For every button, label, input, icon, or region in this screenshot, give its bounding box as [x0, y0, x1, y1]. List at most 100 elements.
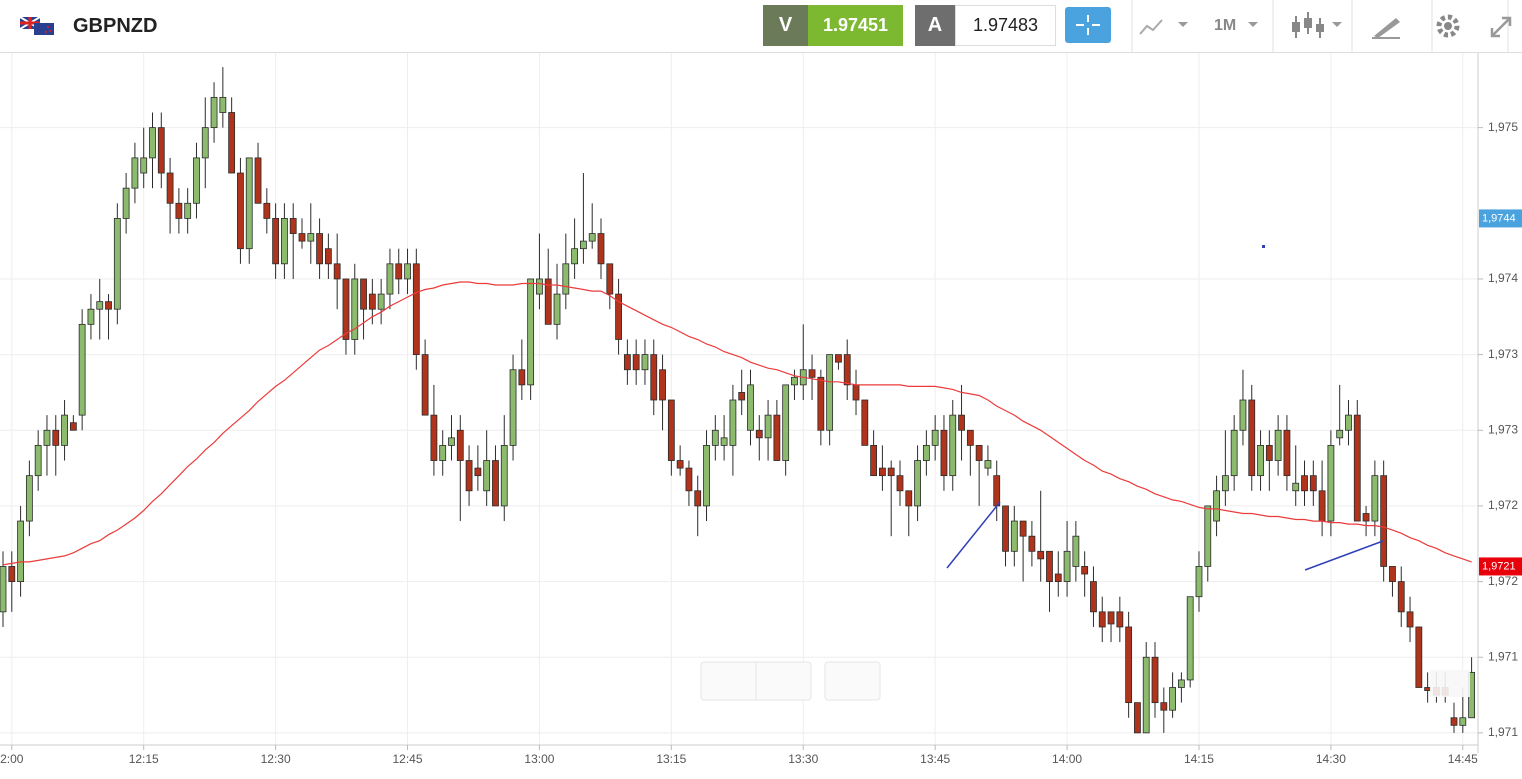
candle-body — [228, 112, 236, 174]
candle-body — [922, 444, 930, 461]
candle-body — [166, 172, 174, 204]
toolbar-icons — [1131, 0, 1512, 52]
candle-body — [738, 392, 746, 401]
candle-body — [377, 293, 385, 310]
drawing-point — [1262, 245, 1265, 248]
candle-body — [1292, 482, 1300, 492]
candle-body — [131, 157, 139, 189]
trend-line — [1304, 540, 1384, 571]
buy-price[interactable]: 1.97483 — [955, 5, 1056, 46]
candle-body — [659, 369, 666, 401]
candle-body — [536, 278, 543, 295]
candle-body — [122, 187, 130, 219]
candle-body — [281, 218, 288, 265]
candle-body — [237, 172, 244, 250]
y-tick-label: 1,973 — [1488, 422, 1518, 436]
buy-button[interactable]: A — [915, 5, 955, 46]
candle-body — [61, 414, 68, 446]
candle-body — [105, 301, 112, 310]
candle-body — [1098, 611, 1106, 628]
y-tick-label: 1,971 — [1488, 725, 1518, 739]
candle-body — [456, 429, 464, 461]
candle-body — [975, 444, 983, 461]
candle-body — [360, 278, 367, 310]
trend-line — [946, 501, 1001, 569]
price-tag — [1479, 557, 1522, 576]
sell-price[interactable]: 1.97451 — [808, 5, 903, 46]
x-tick-label: 14:00 — [1052, 752, 1082, 766]
candle-body — [421, 354, 429, 416]
candle-body — [580, 240, 587, 250]
candle-body — [527, 278, 535, 386]
candle-body — [1362, 513, 1370, 522]
candle-body — [852, 384, 860, 401]
candle-body — [729, 399, 737, 446]
candle-body — [747, 384, 754, 431]
candle-body — [641, 354, 649, 371]
candle-body — [1072, 535, 1080, 567]
x-tick-label: 13:45 — [920, 752, 950, 766]
y-tick-label: 1,972 — [1488, 498, 1518, 512]
candle-body — [219, 96, 227, 113]
candle-body — [1054, 573, 1062, 582]
x-tick-label: 14:30 — [1316, 752, 1346, 766]
candle-body — [914, 460, 921, 507]
candle-body — [52, 429, 60, 446]
sell-button[interactable]: V — [763, 5, 808, 46]
candle-body — [113, 218, 121, 310]
x-tick-label: 14:45 — [1448, 752, 1478, 766]
candle-body — [307, 233, 315, 242]
crosshair-button[interactable] — [1065, 7, 1111, 43]
symbol: GBPNZD — [73, 15, 158, 37]
candle-body — [324, 248, 332, 265]
candle-body — [289, 218, 297, 234]
candle-body — [25, 475, 33, 522]
candle-body — [667, 399, 675, 461]
candle-body — [632, 354, 640, 371]
y-tick-label: 1,971 — [1488, 649, 1518, 663]
control-box[interactable] — [1430, 670, 1470, 697]
candle-body — [193, 157, 200, 204]
control-box[interactable] — [824, 661, 881, 701]
x-tick-label: 12:15 — [129, 752, 159, 766]
candle-body — [1116, 611, 1124, 628]
candle-body — [210, 96, 218, 129]
candle-body — [1230, 429, 1238, 477]
candle-body — [703, 444, 710, 507]
candle-body — [1265, 444, 1273, 461]
timeframe[interactable]: 1M — [1214, 17, 1237, 34]
candle-body — [1389, 566, 1396, 582]
candle-body — [17, 520, 24, 582]
x-tick-label: 13:15 — [656, 752, 686, 766]
candle-body — [1186, 596, 1194, 681]
candle-body — [34, 444, 42, 477]
candle-body — [368, 293, 376, 310]
candle-body — [1397, 581, 1405, 613]
candle-body — [685, 467, 693, 492]
candle-body — [791, 376, 798, 386]
candle-body — [1248, 399, 1256, 477]
candle-body — [1134, 702, 1141, 734]
candle-body — [316, 233, 323, 265]
candle-body — [1336, 429, 1344, 439]
candle-body — [606, 263, 614, 295]
x-tick-label: 13:00 — [524, 752, 554, 766]
candle-body — [896, 475, 904, 492]
candle-body — [1221, 475, 1229, 492]
candle-body — [439, 444, 447, 461]
candle-body — [958, 414, 965, 431]
candle-body — [1063, 550, 1071, 582]
candle-body — [615, 293, 622, 340]
candle-body — [1151, 656, 1159, 704]
candle-body — [1046, 550, 1053, 582]
candle-body — [140, 157, 148, 174]
candle-body — [1345, 414, 1352, 431]
crosshair-icon — [1076, 15, 1100, 35]
candle-body — [8, 566, 16, 582]
candle-body — [826, 354, 834, 431]
candle-body — [465, 460, 473, 492]
candle-body — [1450, 717, 1458, 726]
candle-body — [1257, 444, 1264, 477]
price-tag-label: 1,9721 — [1482, 560, 1516, 572]
candle-body — [879, 467, 886, 477]
